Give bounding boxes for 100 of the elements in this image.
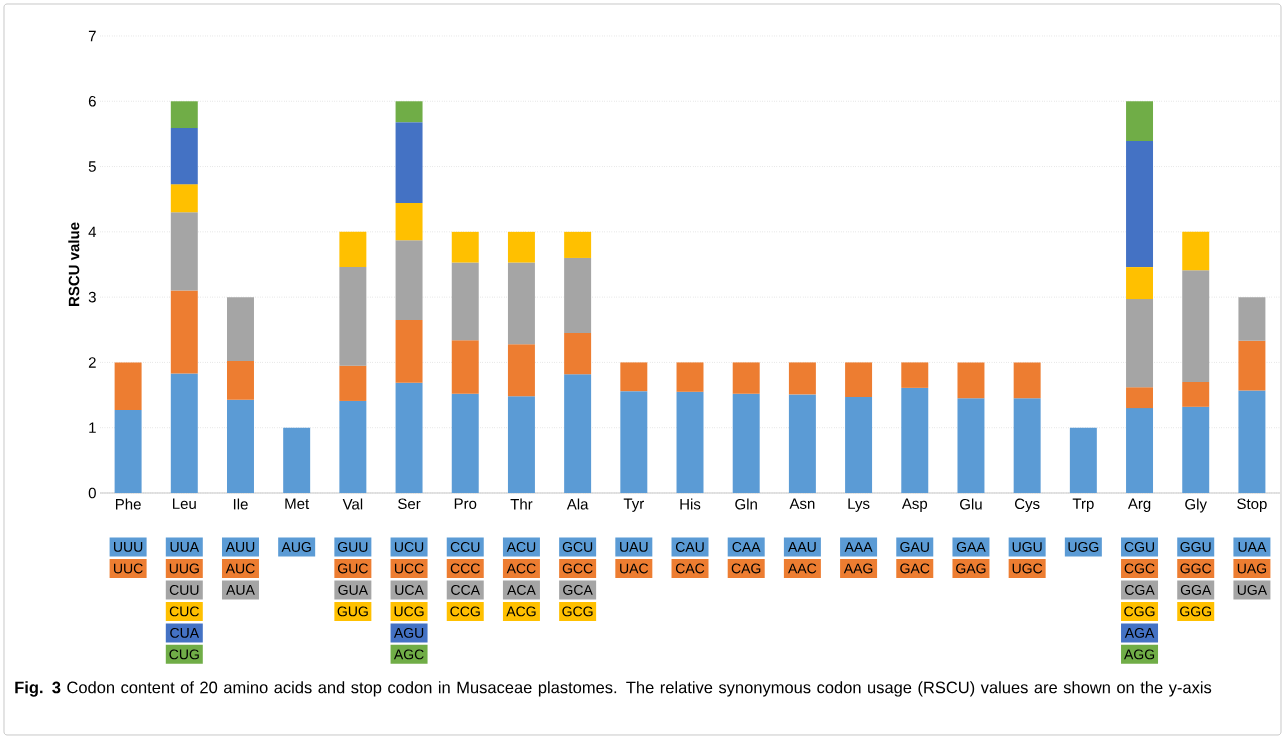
bar: [451, 340, 479, 394]
text: GGC: [1180, 563, 1212, 574]
y-tick-label: 6: [88, 95, 96, 107]
y-tick-label: 4: [88, 226, 97, 237]
text: CCU: [450, 542, 480, 552]
bar: [451, 262, 479, 341]
bar: [395, 203, 423, 241]
text: AGA: [1124, 627, 1155, 638]
text: AAC: [788, 563, 817, 574]
bar: [1126, 387, 1154, 409]
x-tick-label: Thr: [510, 498, 533, 510]
bar: [1126, 101, 1154, 142]
y-axis-title: RSCU value: [68, 222, 80, 306]
text: GCG: [562, 606, 593, 617]
x-tick-label: Phe: [115, 498, 141, 510]
bar: [564, 333, 592, 375]
text: ACG: [506, 606, 536, 617]
text: CUG: [169, 649, 199, 660]
text: GUU: [338, 542, 368, 552]
text: AGC: [393, 649, 424, 660]
bar: [676, 391, 704, 493]
bar: [339, 400, 367, 493]
bar: [1069, 427, 1097, 493]
bar: [170, 290, 198, 374]
text: CAA: [732, 542, 761, 552]
text: UAA: [1238, 542, 1267, 552]
bar: [957, 398, 985, 493]
bar: [1126, 299, 1154, 388]
bar: [1126, 141, 1154, 268]
text: CCC: [450, 563, 480, 574]
text: UUG: [169, 563, 199, 574]
x-tick-label: Pro: [454, 498, 477, 509]
bar: [901, 387, 929, 493]
bar: [339, 231, 367, 268]
text: Fig. 3 Codon content of 20 amino acids and stop codon in Musaceae plastomes. The relative synonymous codon usage (RSCU) values are shown on the y-axis: [15, 681, 1212, 697]
bar: [1182, 231, 1210, 271]
text: ACC: [506, 563, 536, 574]
bar: [788, 394, 816, 493]
bar: [1013, 362, 1041, 399]
bar: [1238, 390, 1266, 493]
bar: [732, 362, 760, 394]
x-tick-label: Glu: [960, 498, 982, 510]
y-tick-label: 5: [88, 161, 96, 172]
bar: [451, 393, 479, 493]
text: AUC: [225, 563, 255, 574]
bar: [395, 382, 423, 493]
bar: [732, 393, 760, 493]
text: AUU: [225, 542, 255, 552]
text: ACA: [507, 584, 536, 595]
bar: [395, 122, 423, 204]
x-tick-label: Ile: [233, 498, 248, 510]
bar: [845, 362, 873, 398]
bar: [170, 373, 198, 493]
text: CGU: [1124, 542, 1155, 552]
bar: [507, 231, 535, 263]
text: UGU: [1012, 542, 1042, 552]
text: GGG: [1180, 606, 1212, 617]
text: UGC: [1012, 563, 1043, 574]
bar: [114, 410, 142, 493]
bar: [1238, 297, 1266, 341]
x-tick-label: Ala: [566, 498, 589, 510]
text: GAA: [956, 542, 986, 552]
text: AAG: [843, 563, 873, 574]
bar: [564, 374, 592, 493]
x-tick-label: Ser: [398, 498, 421, 510]
text: GUG: [337, 606, 368, 617]
text: CAU: [675, 542, 704, 552]
text: AGU: [393, 627, 424, 638]
bar: [1182, 406, 1210, 493]
text: UCU: [394, 542, 424, 552]
text: AUA: [226, 585, 255, 595]
bar: [901, 362, 929, 388]
bar: [788, 362, 816, 395]
text: GCU: [562, 542, 593, 552]
y-tick-label: 3: [88, 291, 96, 303]
text: CUC: [169, 606, 199, 617]
text: GGA: [1180, 584, 1212, 595]
text: ACU: [506, 542, 536, 552]
bar: [845, 397, 873, 493]
text: CAC: [675, 563, 705, 574]
text: UCA: [395, 584, 424, 595]
text: UUC: [114, 563, 143, 574]
y-tick-label: 7: [88, 30, 96, 42]
x-tick-label: Trp: [1072, 498, 1094, 512]
bar: [507, 262, 535, 345]
bar: [395, 240, 423, 320]
text: GUC: [338, 563, 368, 574]
bar: [227, 361, 254, 400]
bar: [620, 391, 648, 493]
text: UAU: [620, 542, 648, 552]
x-tick-label: Val: [342, 498, 363, 510]
bar: [227, 297, 254, 362]
bar: [170, 212, 198, 291]
x-tick-label: His: [680, 498, 701, 510]
text: UGG: [1068, 542, 1099, 552]
text: CGG: [1124, 606, 1155, 617]
text: AGG: [1124, 649, 1155, 660]
text: CGA: [1125, 584, 1155, 595]
y-tick-label: 1: [89, 422, 96, 433]
x-tick-label: Tyr: [623, 498, 644, 512]
